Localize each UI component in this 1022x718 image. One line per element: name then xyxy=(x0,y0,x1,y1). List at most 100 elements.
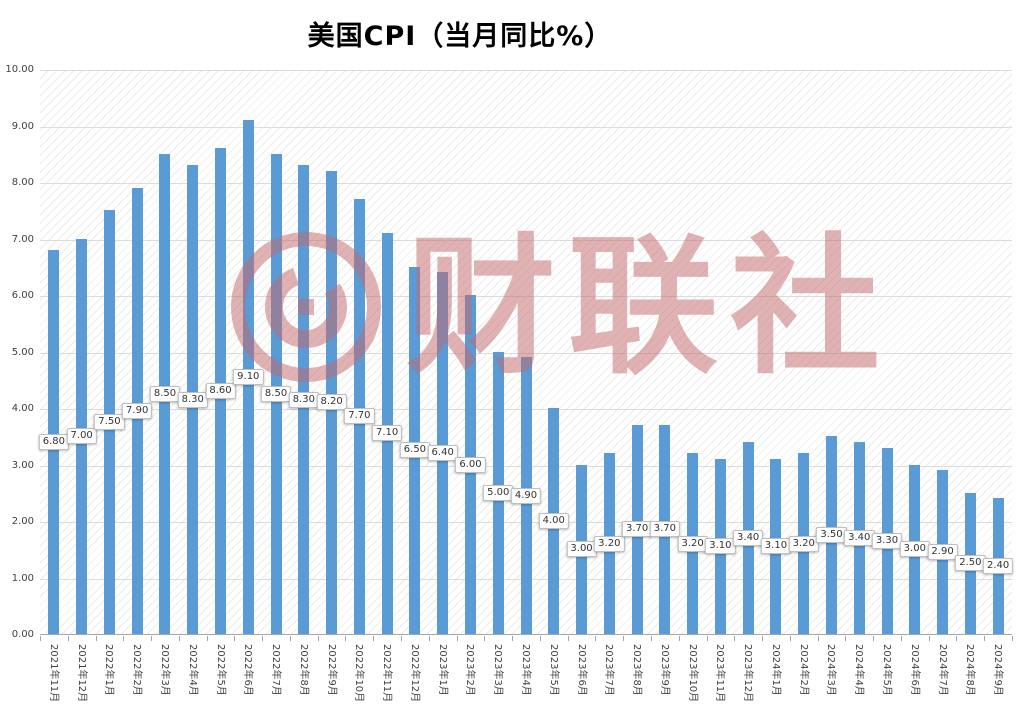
axis-tick xyxy=(151,636,153,641)
bar-data-label: 3.20 xyxy=(788,535,819,552)
gridline xyxy=(40,70,1012,71)
x-axis-label: 2024年9月 xyxy=(992,644,1004,696)
axis-tick xyxy=(706,636,708,641)
x-axis-label: 2021年12月 xyxy=(75,644,87,703)
y-axis-label: 3.00 xyxy=(11,459,34,471)
axis-tick xyxy=(900,636,902,641)
x-axis-label: 2024年5月 xyxy=(881,644,893,696)
gridline xyxy=(40,296,1012,297)
x-axis-label: 2022年10月 xyxy=(353,644,365,703)
y-axis-label: 10.00 xyxy=(5,64,34,75)
bar-data-label: 3.00 xyxy=(566,541,597,558)
x-axis-label: 2022年4月 xyxy=(186,644,198,696)
axis-tick xyxy=(845,636,847,641)
bar-data-label: 4.00 xyxy=(538,513,569,529)
axis-tick xyxy=(289,636,291,641)
x-axis-label: 2023年7月 xyxy=(603,644,615,696)
x-axis-label: 2023年11月 xyxy=(714,644,726,703)
bar-data-label: 3.70 xyxy=(649,521,680,538)
x-axis-label: 2023年5月 xyxy=(547,644,559,696)
chart-title: 美国CPI（当月同比%） xyxy=(307,21,613,52)
bar-data-label: 2.40 xyxy=(982,558,1014,575)
gridline xyxy=(40,352,1012,354)
axis-tick xyxy=(456,636,458,641)
axis-tick xyxy=(539,636,541,641)
bar-data-label: 2.50 xyxy=(955,555,986,572)
x-axis-label: 2024年1月 xyxy=(769,644,781,696)
x-axis-label: 2024年7月 xyxy=(936,644,948,696)
y-axis-label: 0.00 xyxy=(11,629,34,640)
gridline xyxy=(40,239,1012,241)
x-axis-label: 2022年11月 xyxy=(381,644,393,703)
bar-data-label: 8.30 xyxy=(288,391,319,408)
axis-tick xyxy=(956,636,958,641)
axis-tick xyxy=(123,636,125,641)
axis-tick xyxy=(817,636,819,641)
bar-data-label: 6.40 xyxy=(427,445,458,462)
x-axis-label: 2024年2月 xyxy=(797,644,809,696)
axis-tick xyxy=(762,636,764,641)
axis-tick xyxy=(262,636,264,641)
y-axis-label: 8.00 xyxy=(11,177,34,188)
axis-tick xyxy=(595,636,597,641)
x-axis-label: 2023年10月 xyxy=(686,644,698,703)
bar-data-label: 3.20 xyxy=(594,535,625,552)
x-axis-label: 2022年5月 xyxy=(214,644,226,696)
axis-tick xyxy=(428,636,430,641)
y-axis-label: 1.00 xyxy=(11,572,34,584)
axis-tick xyxy=(650,636,652,641)
x-axis-label: 2022年1月 xyxy=(103,644,115,696)
x-axis-label: 2023年12月 xyxy=(742,644,754,703)
axis-tick xyxy=(206,636,208,641)
bar-data-label: 7.90 xyxy=(122,402,153,419)
x-axis-label: 2023年1月 xyxy=(436,644,448,696)
bar-data-label: 6.50 xyxy=(399,442,431,459)
y-axis-label: 9.00 xyxy=(11,120,34,132)
x-axis-label: 2022年3月 xyxy=(158,644,170,696)
bar-data-label: 3.20 xyxy=(677,535,708,552)
x-axis-label: 2022年7月 xyxy=(270,644,282,696)
axis-tick xyxy=(567,636,569,641)
axis-tick xyxy=(928,636,930,641)
x-axis-label: 2023年2月 xyxy=(464,644,476,696)
gridline xyxy=(40,183,1012,184)
bar-data-label: 3.10 xyxy=(705,538,736,555)
bar-data-label: 8.30 xyxy=(177,391,208,408)
y-axis-label: 6.00 xyxy=(11,290,34,301)
bar-data-label: 3.50 xyxy=(816,527,847,544)
bar-data-label: 4.90 xyxy=(510,487,542,504)
x-axis-label: 2021年11月 xyxy=(47,644,59,703)
x-axis-label: 2022年6月 xyxy=(242,644,254,696)
x-axis-label: 2022年9月 xyxy=(325,644,337,696)
x-axis-label: 2023年4月 xyxy=(520,644,531,696)
axis-tick xyxy=(1012,636,1013,641)
bar-data-label: 6.80 xyxy=(38,433,70,450)
axis-tick xyxy=(678,636,680,641)
axis-tick xyxy=(984,636,986,641)
axis-tick xyxy=(734,636,736,641)
axis-tick xyxy=(317,636,319,641)
bar-data-label: 3.00 xyxy=(899,541,930,558)
bar-data-label: 7.70 xyxy=(344,408,375,425)
bar-data-label: 3.30 xyxy=(871,532,903,549)
x-axis-label: 2023年3月 xyxy=(492,644,504,696)
y-axis-label: 5.00 xyxy=(11,346,34,358)
bar-data-label: 3.70 xyxy=(621,521,653,538)
axis-tick xyxy=(484,636,486,641)
bar-data-label: 8.20 xyxy=(316,394,347,411)
axis-tick xyxy=(40,636,41,641)
x-axis-label: 2023年6月 xyxy=(575,644,587,696)
bar-data-label: 7.10 xyxy=(372,425,403,442)
gridline xyxy=(40,126,1012,128)
x-axis-label: 2023年9月 xyxy=(658,644,670,696)
axis-tick xyxy=(623,636,625,641)
axis-tick xyxy=(401,636,403,641)
bar-data-label: 8.50 xyxy=(260,385,292,402)
bar-data-label: 6.00 xyxy=(455,456,486,473)
x-axis: 2021年11月 2021年12月 2022年1月 2022年2月 2022年3月 202… xyxy=(40,636,1013,716)
axis-tick xyxy=(512,636,514,641)
axis-tick xyxy=(789,636,791,641)
y-axis-label: 2.00 xyxy=(11,516,34,527)
bar-data-label: 7.50 xyxy=(94,414,125,431)
